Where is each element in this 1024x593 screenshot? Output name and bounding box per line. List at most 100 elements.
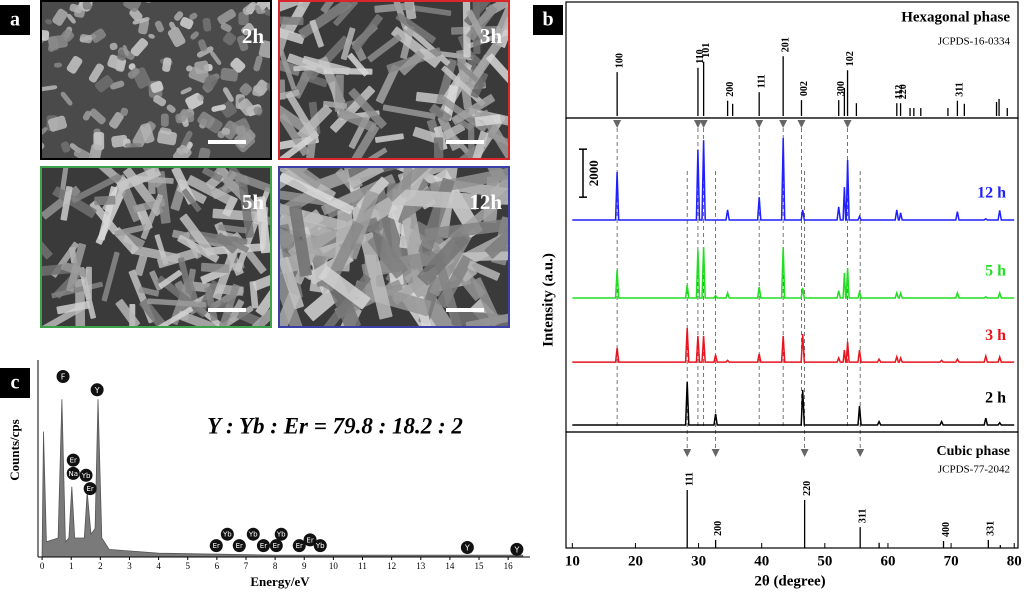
sem-texture <box>227 169 272 195</box>
phase-title: Cubic phase <box>936 444 1010 459</box>
sem-texture <box>253 106 262 115</box>
peak-label: 200 <box>713 521 724 536</box>
sem-texture <box>148 33 155 39</box>
sem-texture <box>197 111 215 129</box>
sem-texture <box>216 166 239 191</box>
sem-texture <box>181 188 202 213</box>
sem-texture <box>60 141 71 153</box>
element-label: Er <box>86 485 93 493</box>
sem-texture <box>278 89 300 102</box>
sem-texture <box>391 26 441 68</box>
sem-texture <box>60 185 73 221</box>
sem-texture <box>47 39 57 52</box>
sem-texture <box>140 193 164 240</box>
x-axis-label: Energy/eV <box>250 574 310 589</box>
peak-label: 331 <box>986 521 997 536</box>
sem-texture <box>60 91 73 106</box>
sem-texture <box>374 2 414 13</box>
guide-arrow <box>856 449 865 457</box>
x-tick-label: 80 <box>1007 553 1022 569</box>
element-marker <box>274 527 288 541</box>
xrd-line <box>572 381 1015 426</box>
sem-texture <box>255 196 271 254</box>
sem-texture <box>40 85 58 92</box>
x-tick-label: 15 <box>475 561 485 571</box>
sem-texture <box>140 122 155 144</box>
sem-texture <box>255 289 272 317</box>
sem-texture <box>215 232 238 254</box>
peak-label: 311 <box>857 509 868 523</box>
element-label: Y <box>94 386 100 395</box>
sem-texture <box>179 16 194 30</box>
y-axis-label: Intensity (a.u.) <box>540 253 556 347</box>
sem-texture <box>278 47 297 91</box>
sem-texture <box>196 46 214 58</box>
sem-texture <box>82 110 92 121</box>
element-marker <box>256 539 270 553</box>
sem-texture <box>47 115 68 132</box>
x-tick-label: 3 <box>127 561 132 571</box>
sem-texture <box>220 22 232 32</box>
sem-texture <box>210 51 222 65</box>
element-label: Y <box>464 544 470 553</box>
sem-texture <box>252 299 272 328</box>
peak-label: 201 <box>780 37 791 52</box>
sem-texture <box>252 271 272 291</box>
sem-texture <box>204 286 218 322</box>
series-label: 5 h <box>985 263 1006 280</box>
guide-arrow <box>693 120 702 128</box>
sem-image <box>40 166 272 328</box>
x-tick-label: 70 <box>944 553 959 569</box>
sem-texture <box>217 9 236 25</box>
sem-texture <box>186 65 193 72</box>
sem-texture <box>253 55 263 72</box>
guide-arrow <box>711 449 720 457</box>
sem-texture <box>150 81 164 93</box>
sem-texture <box>359 232 393 320</box>
x-tick-label: 16 <box>504 561 514 571</box>
element-marker <box>66 466 80 480</box>
element-marker <box>83 482 97 496</box>
element-label: Yb <box>248 531 258 539</box>
element-marker <box>460 541 474 554</box>
element-label: Er <box>296 542 303 550</box>
sem-texture <box>134 254 148 277</box>
sem-texture <box>429 103 452 124</box>
sem-texture <box>347 52 369 77</box>
sem-texture <box>451 94 496 125</box>
sem-texture <box>309 19 324 48</box>
xrd-line <box>572 137 1015 221</box>
series-label: 12 h <box>977 185 1006 202</box>
sem-texture <box>169 21 176 31</box>
sem-texture <box>53 62 63 68</box>
sem-texture <box>71 173 122 204</box>
sem-texture <box>177 310 236 328</box>
element-marker <box>303 533 317 547</box>
sem-label: 12h <box>469 190 502 214</box>
sem-texture <box>160 113 169 127</box>
sem-texture <box>200 262 230 274</box>
sem-label: 3h <box>480 24 503 48</box>
x-tick-label: 60 <box>880 553 895 569</box>
sem-texture <box>391 188 478 210</box>
x-tick-label: 5 <box>185 561 190 571</box>
sem-texture <box>203 74 218 91</box>
panel-label: a <box>10 9 20 31</box>
sem-texture <box>386 166 458 202</box>
sem-texture <box>111 134 128 148</box>
sem-texture <box>424 219 505 241</box>
sem-texture <box>194 60 210 75</box>
guide-arrow <box>755 120 764 128</box>
sem-border <box>40 0 272 160</box>
element-label: Er <box>213 542 220 550</box>
sem-texture <box>66 243 87 292</box>
sem-texture <box>220 67 239 82</box>
sem-texture <box>202 167 223 182</box>
x-tick-label: 9 <box>302 561 307 571</box>
sem-texture <box>374 133 404 143</box>
sem-texture <box>147 298 207 308</box>
peak-label: 200 <box>725 82 736 97</box>
sem-image <box>278 166 510 328</box>
element-label: Er <box>273 542 280 550</box>
